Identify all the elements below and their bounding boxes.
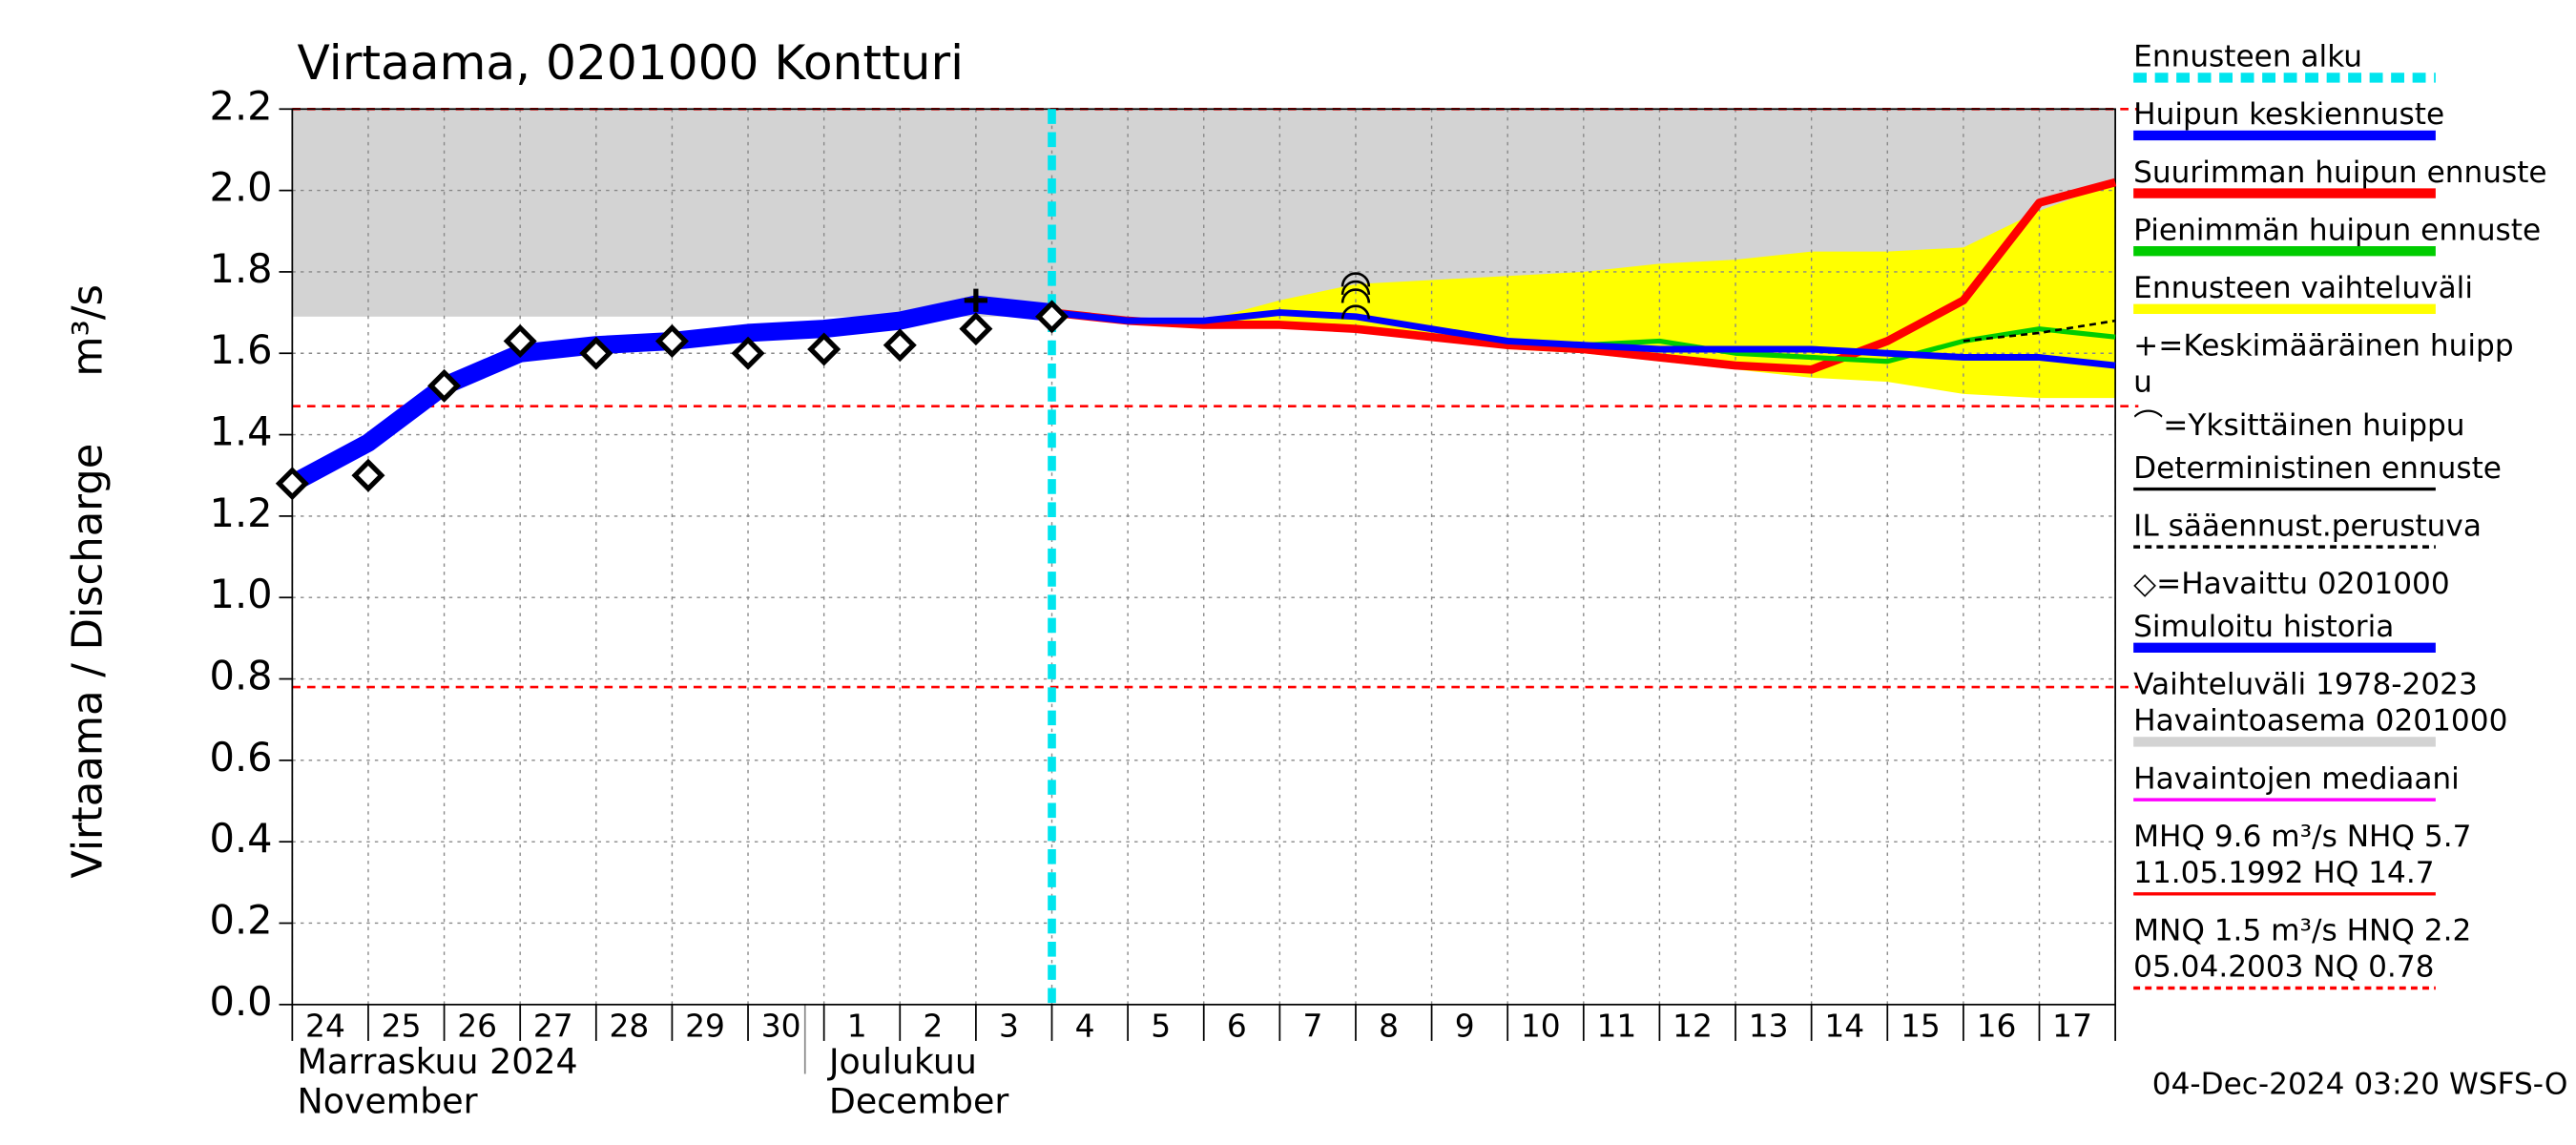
x-tick-label: 17 (2052, 1008, 2092, 1045)
x-tick-label: 10 (1521, 1008, 1561, 1045)
observed-point (959, 312, 993, 346)
x-tick-label: 7 (1303, 1008, 1323, 1045)
y-axis-label: Virtaama / Discharge (65, 444, 113, 879)
legend-label: Deterministinen ennuste (2133, 451, 2502, 486)
legend-label: u (2133, 365, 2152, 400)
observed-point (1034, 300, 1070, 334)
observed-point (883, 328, 917, 363)
x-tick-label: 12 (1672, 1008, 1713, 1045)
y-tick-label: 1.4 (210, 408, 273, 455)
legend-label: ◇=Havaittu 0201000 (2133, 567, 2450, 601)
y-tick-label: 1.2 (210, 489, 273, 536)
observed-point (427, 368, 462, 403)
x-tick-label: 27 (533, 1008, 573, 1045)
x-tick-label: 30 (761, 1008, 801, 1045)
legend-label: Suurimman huipun ennuste (2133, 156, 2546, 190)
y-tick-label: 0.6 (210, 734, 273, 781)
single-peak (1340, 280, 1371, 296)
x-tick-label: 24 (305, 1008, 345, 1045)
x-tick-label: 13 (1749, 1008, 1789, 1045)
y-tick-label: 2.0 (210, 164, 273, 211)
y-tick-label: 1.0 (210, 571, 273, 617)
x-tick-label: 15 (1901, 1008, 1941, 1045)
x-tick-label: 1 (847, 1008, 867, 1045)
x-tick-label: 9 (1455, 1008, 1475, 1045)
series-line (1051, 309, 2116, 369)
month-label: Joulukuu (827, 1041, 977, 1082)
legend-label: Simuloitu historia (2133, 610, 2394, 644)
observed-point (275, 467, 309, 501)
month-label: November (298, 1081, 478, 1122)
x-tick-label: 16 (1977, 1008, 2017, 1045)
legend-label: Vaihteluväli 1978-2023 (2133, 668, 2478, 702)
x-tick-label: 4 (1075, 1008, 1095, 1045)
observed-point (731, 336, 765, 370)
legend-label: 11.05.1992 HQ 14.7 (2133, 856, 2434, 890)
observed-point (503, 323, 537, 358)
y-tick-label: 1.6 (210, 326, 273, 373)
x-tick-label: 3 (999, 1008, 1019, 1045)
series-line (1051, 177, 2117, 374)
legend-label: MHQ 9.6 m³/s NHQ 5.7 (2133, 820, 2471, 854)
observed-point (807, 332, 841, 366)
x-tick-label: 26 (457, 1008, 497, 1045)
y-axis-unit: m³/s (65, 284, 113, 377)
x-tick-label: 25 (382, 1008, 422, 1045)
observed-point (654, 323, 689, 358)
legend-label: Ennusteen vaihteluväli (2133, 271, 2473, 305)
legend-label: +=Keskimääräinen huipp (2133, 329, 2513, 364)
chart-title: Virtaama, 0201000 Kontturi (298, 34, 965, 91)
x-tick-label: 6 (1227, 1008, 1247, 1045)
legend-label: MNQ 1.5 m³/s HNQ 2.2 (2133, 914, 2471, 948)
legend-label: ⌒=Yksittäinen huippu (2133, 408, 2464, 443)
single-peak (1340, 304, 1371, 320)
y-tick-label: 2.2 (210, 82, 273, 129)
legend-label: Huipun keskiennuste (2133, 97, 2444, 132)
legend-label: Pienimmän huipun ennuste (2133, 213, 2541, 247)
footer: 04-Dec-2024 03:20 WSFS-O (2152, 1068, 2568, 1102)
observed-point (351, 458, 385, 492)
legend-label: IL sääennust.perustuva (2133, 509, 2482, 543)
legend-label: Ennusteen alku (2133, 40, 2362, 74)
x-tick-label: 14 (1824, 1008, 1864, 1045)
single-peak (1340, 272, 1371, 287)
legend-label: Havaintoasema 0201000 (2133, 704, 2507, 739)
x-tick-label: 8 (1379, 1008, 1399, 1045)
x-tick-label: 11 (1597, 1008, 1637, 1045)
y-tick-label: 1.8 (210, 245, 273, 292)
x-tick-label: 5 (1151, 1008, 1171, 1045)
mean-peak (964, 288, 987, 312)
x-tick-label: 29 (685, 1008, 725, 1045)
month-label: Marraskuu 2024 (298, 1041, 578, 1082)
y-tick-label: 0.8 (210, 653, 273, 699)
x-tick-label: 2 (923, 1008, 943, 1045)
plot-frame (291, 108, 2116, 1006)
observed-point (579, 336, 613, 370)
y-tick-label: 0.0 (210, 978, 273, 1025)
series-line (1963, 319, 2116, 343)
single-peak (1340, 288, 1371, 303)
y-tick-label: 0.4 (210, 815, 273, 862)
y-tick-label: 0.2 (210, 896, 273, 943)
legend-label: 05.04.2003 NQ 0.78 (2133, 950, 2434, 985)
month-label: December (829, 1081, 1008, 1122)
x-tick-label: 28 (610, 1008, 650, 1045)
legend-label: Havaintojen mediaani (2133, 761, 2460, 796)
